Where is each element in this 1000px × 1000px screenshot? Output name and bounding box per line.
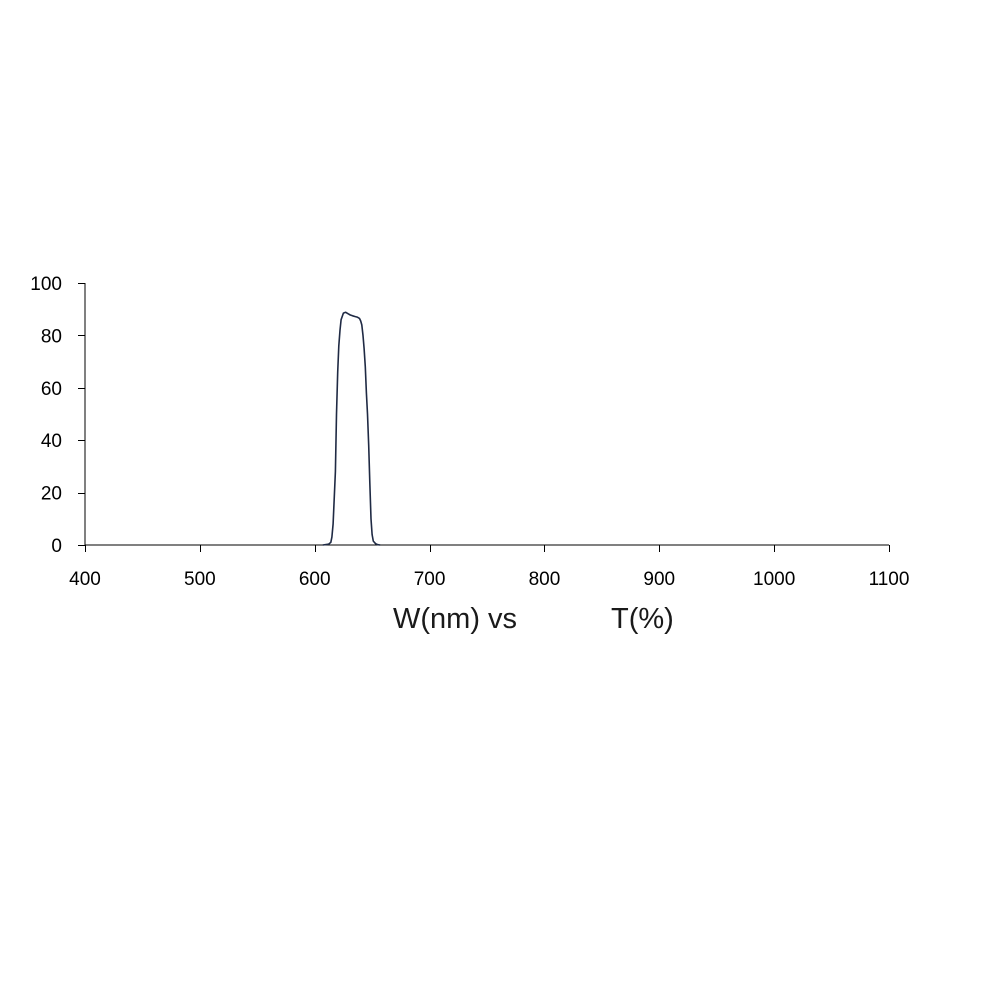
y-tick-label: 40 [41, 431, 62, 452]
plot-area [84, 283, 889, 546]
y-tick-label: 100 [30, 274, 62, 295]
y-tick-label: 60 [41, 379, 62, 400]
x-tick-label: 400 [69, 569, 101, 590]
x-tick-label: 900 [643, 569, 675, 590]
x-tick-label: 700 [414, 569, 446, 590]
x-tick-label: 1100 [869, 569, 910, 590]
y-tick-label: 20 [41, 484, 62, 505]
x-axis-title-part1: W(nm) vs [393, 603, 517, 635]
tick-labels: 400 500 600 700 800 900 1000 1100 0 20 40 60 80 100 [30, 274, 909, 590]
y-tick-label: 0 [51, 536, 62, 557]
x-tick-label: 800 [529, 569, 561, 590]
x-tick-label: 500 [184, 569, 216, 590]
y-tick-label: 80 [41, 326, 62, 347]
x-axis-title-part2: T(%) [611, 603, 674, 635]
series-line [322, 311, 381, 546]
x-tick-label: 1000 [753, 569, 795, 590]
ticks [78, 283, 890, 552]
x-tick-label: 600 [299, 569, 331, 590]
